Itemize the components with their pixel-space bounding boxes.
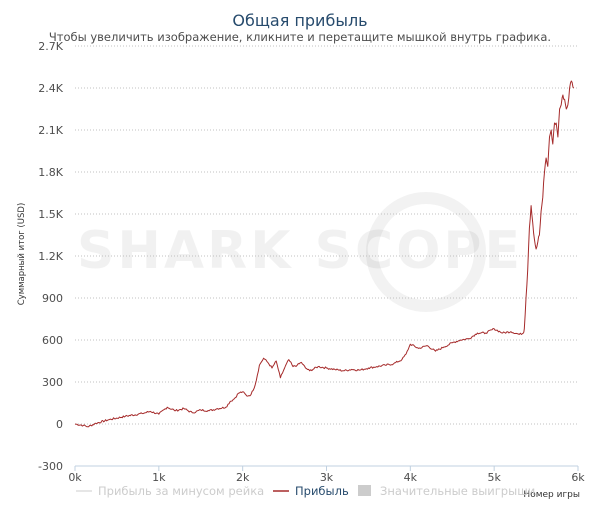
y-tick-label: 2.1K: [38, 124, 63, 137]
series-line-profit[interactable]: [74, 80, 575, 428]
x-tick-label: 3k: [320, 471, 334, 484]
x-tick-label: 0k: [68, 471, 82, 484]
y-tick-label: 2.7K: [38, 40, 63, 53]
x-tick-label: 5k: [487, 471, 501, 484]
grid: -300 0 300 600 900 1.2K 1.5K 1.8K 2.1K 2.4K 2.7K: [38, 40, 578, 473]
y-tick-label: 1.2K: [38, 250, 63, 263]
watermark: SHARK SCOPE: [77, 192, 523, 312]
x-tick-label: 6k: [571, 471, 585, 484]
legend-item-label[interactable]: Прибыль: [295, 484, 349, 498]
y-tick-label: 600: [42, 334, 63, 347]
y-tick-label: 900: [42, 292, 63, 305]
y-tick-label: 300: [42, 376, 63, 389]
y-tick-label: 2.4K: [38, 82, 63, 95]
y-tick-label: 0: [56, 418, 63, 431]
legend: Прибыль за минусом рейка Прибыль Значитель…: [76, 484, 535, 498]
y-tick-label: -300: [38, 460, 63, 473]
x-tick-label: 1k: [152, 471, 166, 484]
chart-subtitle: Чтобы увеличить изображение, кликните и …: [49, 30, 551, 44]
legend-marker: [358, 485, 371, 496]
y-tick-label: 1.5K: [38, 208, 63, 221]
legend-item-label[interactable]: Прибыль за минусом рейка: [98, 484, 264, 498]
legend-item-label[interactable]: Значительные выигрыши: [380, 484, 535, 498]
watermark-scope-icon: [366, 192, 486, 312]
axes: 0k 1k 2k 3k 4k 5k 6k: [68, 465, 585, 484]
watermark-text: SHARK SCOPE: [77, 221, 523, 281]
x-tick-label: 4k: [404, 471, 418, 484]
x-tick-label: 2k: [236, 471, 250, 484]
y-axis-label: Суммарный итог (USD): [17, 203, 27, 306]
x-axis-label: Номер игры: [523, 490, 580, 500]
series-layer[interactable]: [74, 80, 575, 428]
y-tick-label: 1.8K: [38, 166, 63, 179]
chart-title: Общая прибыль: [232, 11, 367, 30]
